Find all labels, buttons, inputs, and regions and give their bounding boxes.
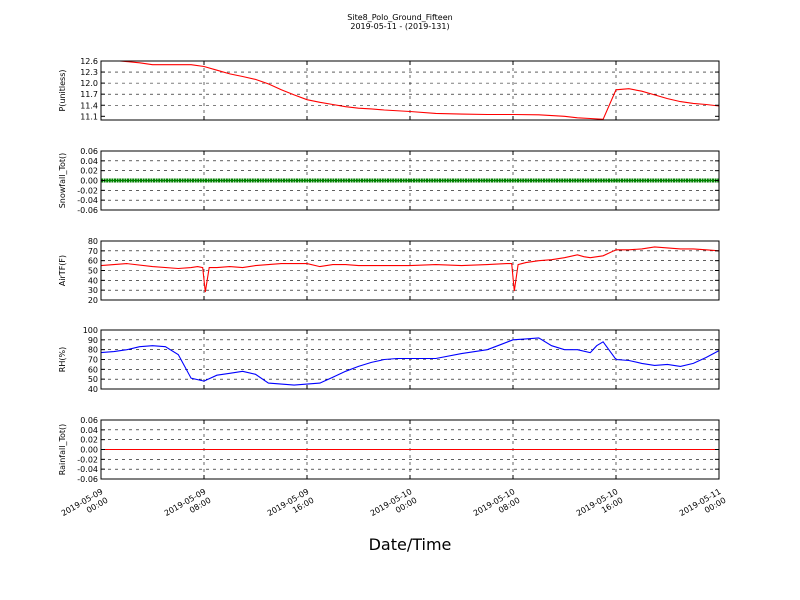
- y-tick-label: 20: [88, 296, 98, 305]
- y-tick-label: 0.00: [80, 446, 98, 455]
- y-tick-label: 40: [88, 276, 98, 285]
- panel-1: 11.1 11.4 11.7 12.0 12.3 12.6 P(unitless): [58, 57, 720, 121]
- y-tick-label: 60: [88, 257, 98, 266]
- y-axis-label: P(unitless): [58, 69, 67, 111]
- y-tick-label: 80: [88, 346, 98, 355]
- y-axis-label: Rainfall_Tot(): [58, 424, 67, 476]
- x-tick-labels: 2019-05-0900:00 2019-05-0908:00 2019-05-09…: [60, 487, 728, 527]
- y-tick-label: 70: [88, 247, 98, 256]
- y-tick-label: 50: [88, 267, 98, 276]
- series-line: [101, 337, 719, 386]
- x-tick-label: 2019-05-0908:00: [163, 487, 213, 527]
- y-tick-label: 12.0: [80, 79, 98, 88]
- y-tick-label: 70: [88, 356, 98, 365]
- y-tick-label: 50: [88, 375, 98, 384]
- y-tick-label: 60: [88, 365, 98, 374]
- y-tick-label: 30: [88, 286, 98, 295]
- y-tick-label: 0.04: [80, 426, 98, 435]
- x-tick-label: 2019-05-1100:00: [678, 487, 728, 527]
- y-tick-label: 11.1: [80, 112, 98, 121]
- chart-title: Site8_Polo_Ground_Fifteen: [347, 13, 452, 22]
- y-tick-label: -0.06: [77, 206, 98, 215]
- panel-2: -0.06-0.04-0.020.000.020.040.06 Snowfall_…: [58, 147, 720, 215]
- x-tick-label: 2019-05-1008:00: [472, 487, 522, 527]
- y-tick-label: 0.02: [80, 167, 98, 176]
- x-tick-label: 2019-05-1016:00: [575, 487, 625, 527]
- y-tick-label: 0.06: [80, 416, 98, 425]
- y-tick-label: -0.02: [77, 455, 98, 464]
- y-tick-label: 40: [88, 385, 98, 394]
- y-tick-label: 12.3: [80, 68, 98, 77]
- y-tick-label: 100: [83, 326, 98, 335]
- series-line: [101, 246, 719, 293]
- y-tick-label: 0.02: [80, 436, 98, 445]
- y-tick-label: 0.04: [80, 157, 98, 166]
- chart-subtitle: 2019-05-11 - (2019-131): [350, 22, 449, 31]
- series-line: [114, 61, 719, 120]
- y-tick-label: -0.06: [77, 475, 98, 484]
- y-tick-label: 90: [88, 336, 98, 345]
- y-axis-label: Snowfall_Tot(): [58, 153, 67, 209]
- x-tick-label: 2019-05-0916:00: [266, 487, 316, 527]
- x-tick-label: 2019-05-1000:00: [369, 487, 419, 527]
- y-tick-label: 80: [88, 237, 98, 246]
- y-tick-label: 0.06: [80, 147, 98, 156]
- y-tick-label: -0.04: [77, 465, 98, 474]
- y-tick-label: 0.00: [80, 177, 98, 186]
- y-tick-label: 11.4: [80, 101, 98, 110]
- y-axis-label: AirTF(F): [58, 255, 67, 286]
- y-tick-label: 11.7: [80, 90, 98, 99]
- x-axis-label: Date/Time: [369, 535, 452, 554]
- y-tick-label: -0.02: [77, 186, 98, 195]
- panel-5: -0.06-0.04-0.020.000.020.040.06 Rainfall_…: [58, 416, 720, 484]
- y-tick-label: -0.04: [77, 196, 98, 205]
- y-tick-label: 12.6: [80, 57, 98, 66]
- x-tick-label: 2019-05-0900:00: [60, 487, 110, 527]
- panels: 11.1 11.4 11.7 12.0 12.3 12.6 P(unitless) -0.06…: [58, 57, 720, 484]
- y-axis-label: RH(%): [58, 347, 67, 372]
